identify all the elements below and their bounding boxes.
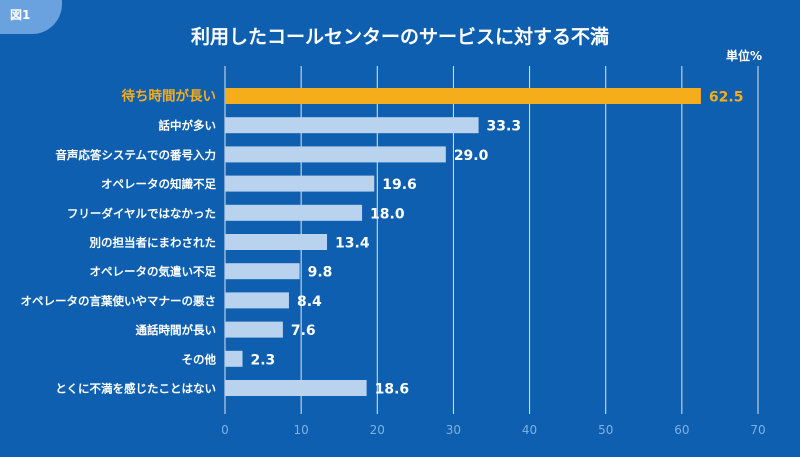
figure-label: 図1 [0,0,62,34]
value-label: 9.8 [308,265,333,281]
value-label: 8.4 [297,294,322,310]
category-label: オペレータの言葉使いやマナーの悪さ [21,294,217,308]
category-label: 別の担当者にまわされた [89,236,217,250]
value-label: 2.3 [251,352,276,368]
x-tick-label: 0 [221,423,229,437]
category-label: オペレータの知識不足 [101,177,216,191]
bar [225,204,363,221]
bar [225,263,300,280]
category-label: 通話時間が長い [136,323,217,337]
category-label: 待ち時間が長い [122,88,217,105]
category-label: とくに不満を感じたことはない [55,382,216,396]
value-label: 18.0 [370,206,405,222]
bar [225,175,375,192]
value-label: 62.5 [709,90,744,106]
x-tick-label: 30 [446,423,461,437]
value-label: 18.6 [375,382,410,398]
x-tick-label: 50 [598,423,613,437]
category-label: 話中が多い [159,119,217,133]
unit-label: 単位% [726,49,763,63]
category-label: オペレータの気遣い不足 [90,265,217,279]
bar [225,146,446,163]
value-label: 7.6 [291,323,316,339]
x-tick-label: 20 [370,423,385,437]
x-tick-label: 70 [750,423,765,437]
category-label: 音声応答システムでの番号入力 [55,148,216,162]
value-label: 13.4 [335,236,370,252]
x-tick-label: 10 [294,423,309,437]
category-label: その他 [182,352,217,366]
bar [225,321,283,338]
value-label: 33.3 [487,119,522,135]
x-tick-label: 40 [522,423,537,437]
value-label: 19.6 [382,177,417,193]
bar [225,234,328,250]
value-label: 29.0 [454,148,489,164]
bar [225,292,289,309]
bar [225,88,701,104]
category-label: フリーダイヤルではなかった [67,206,216,220]
x-tick-label: 60 [674,423,689,437]
bar [225,350,243,367]
chart-title: 利用したコールセンターのサービスに対する不満 [190,26,609,48]
bar [225,117,479,134]
bar [225,380,367,396]
